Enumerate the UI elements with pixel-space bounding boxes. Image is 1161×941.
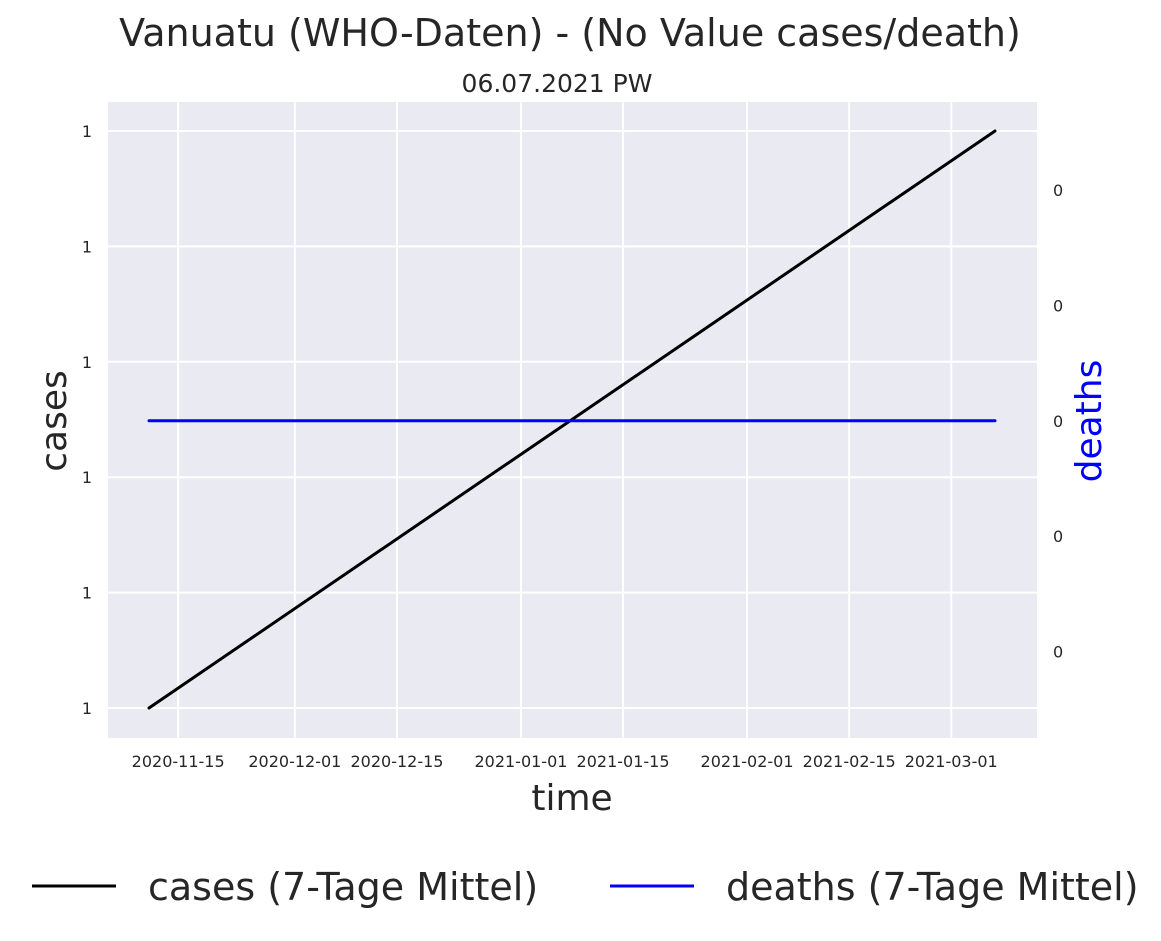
x-tick-label: 2020-12-01 <box>248 752 341 771</box>
x-tick-label: 2021-02-01 <box>701 752 794 771</box>
series-layer <box>147 129 997 710</box>
x-axis-label: time <box>531 778 612 819</box>
y-tick-label: 1 <box>82 468 92 487</box>
legend: cases (7-Tage Mittel) deaths (7-Tage Mit… <box>32 865 1139 909</box>
x-tick-label: 2020-12-15 <box>350 752 443 771</box>
chart-title: Vanuatu (WHO-Daten) - (No Value cases/de… <box>119 11 1021 55</box>
y-tick-label: 1 <box>82 353 92 372</box>
tick-labels: 2020-11-15 2020-12-01 2020-12-15 2021-01-01… <box>82 122 1063 771</box>
y2-tick-label: 0 <box>1053 527 1063 546</box>
x-tick-label: 2021-01-15 <box>577 752 670 771</box>
y2-axis-label: deaths <box>1069 360 1110 483</box>
y2-tick-label: 0 <box>1053 412 1063 431</box>
x-tick-label: 2021-03-01 <box>905 752 998 771</box>
y-tick-label: 1 <box>82 237 92 256</box>
y2-tick-label: 0 <box>1053 643 1063 662</box>
x-tick-label: 2021-02-15 <box>803 752 896 771</box>
y-tick-label: 1 <box>82 122 92 141</box>
x-tick-label: 2021-01-01 <box>474 752 567 771</box>
x-tick-label: 2020-11-15 <box>132 752 225 771</box>
chart-subtitle: 06.07.2021 PW <box>462 69 653 98</box>
y2-tick-label: 0 <box>1053 181 1063 200</box>
y-tick-label: 1 <box>82 584 92 603</box>
y-axis-label: cases <box>34 370 75 472</box>
y2-tick-label: 0 <box>1053 296 1063 315</box>
y-tick-label: 1 <box>82 699 92 718</box>
legend-cases-label: cases (7-Tage Mittel) <box>148 865 538 909</box>
legend-deaths-label: deaths (7-Tage Mittel) <box>726 865 1139 909</box>
